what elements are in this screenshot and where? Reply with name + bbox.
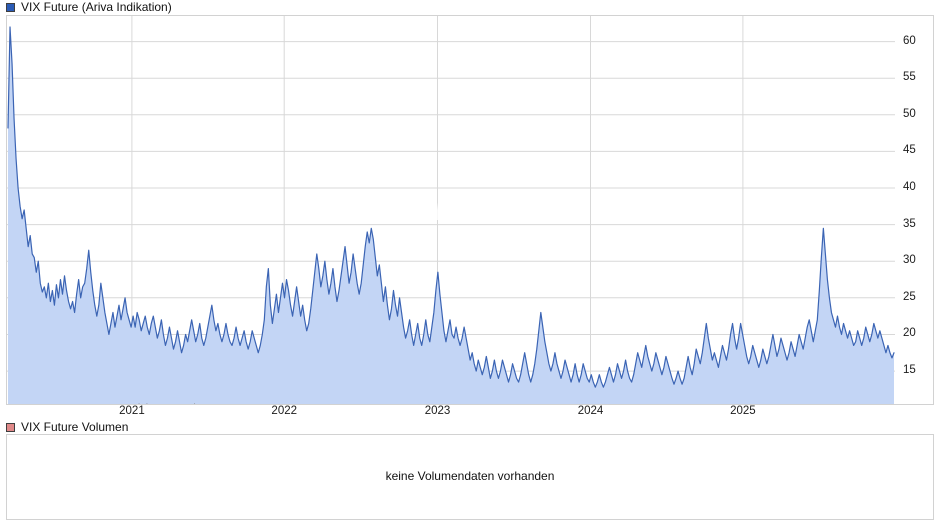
price-line (7, 26, 895, 388)
tick-interval-label: 1 Tick = 1 Woche (123, 402, 205, 404)
x-axis-labels: 2021 2022 2023 2024 2025 (6, 405, 934, 420)
y-axis-tick-50: 50 (903, 107, 916, 120)
price-chart-frame: ARIVA.DE 12.03.20 - 03.01.26 1 Tick = 1 … (6, 15, 934, 405)
x-axis-tick-2023: 2023 (424, 405, 451, 417)
x-axis-tick-2022: 2022 (271, 405, 298, 417)
y-axis-tick-60: 60 (903, 34, 916, 47)
price-panel-legend: VIX Future (Ariva Indikation) (6, 0, 172, 14)
y-axis-labels: 60 55 50 45 40 35 30 25 20 15 (895, 16, 933, 404)
y-axis-tick-15: 15 (903, 364, 916, 377)
price-legend-swatch-icon (6, 2, 15, 12)
volume-empty-message: keine Volumendaten vorhanden (385, 469, 555, 483)
y-axis-tick-55: 55 (903, 71, 916, 84)
x-axis-tick-2021: 2021 (119, 405, 145, 417)
date-range-label: 12.03.20 - 03.01.26 (17, 402, 110, 404)
y-axis-tick-35: 35 (903, 217, 916, 230)
volume-panel-legend: VIX Future Volumen (6, 420, 128, 434)
y-axis-tick-25: 25 (903, 290, 916, 303)
x-axis-tick-2024: 2024 (577, 405, 604, 417)
price-plot-area[interactable]: ARIVA.DE 12.03.20 - 03.01.26 1 Tick = 1 … (7, 16, 895, 404)
volume-legend-swatch-icon (6, 422, 15, 432)
y-axis-tick-20: 20 (903, 327, 916, 340)
range-caption: 12.03.20 - 03.01.26 1 Tick = 1 Woche (17, 402, 205, 404)
price-area-chart (7, 16, 895, 404)
y-axis-tick-45: 45 (903, 144, 916, 157)
x-axis-tick-2025: 2025 (730, 405, 756, 417)
price-area-fill (8, 26, 894, 404)
price-panel-title: VIX Future (Ariva Indikation) (21, 0, 172, 14)
volume-panel-title: VIX Future Volumen (21, 420, 129, 434)
y-axis-tick-30: 30 (903, 254, 916, 267)
y-axis-tick-40: 40 (903, 181, 916, 194)
volume-chart-frame: keine Volumendaten vorhanden (6, 434, 934, 520)
